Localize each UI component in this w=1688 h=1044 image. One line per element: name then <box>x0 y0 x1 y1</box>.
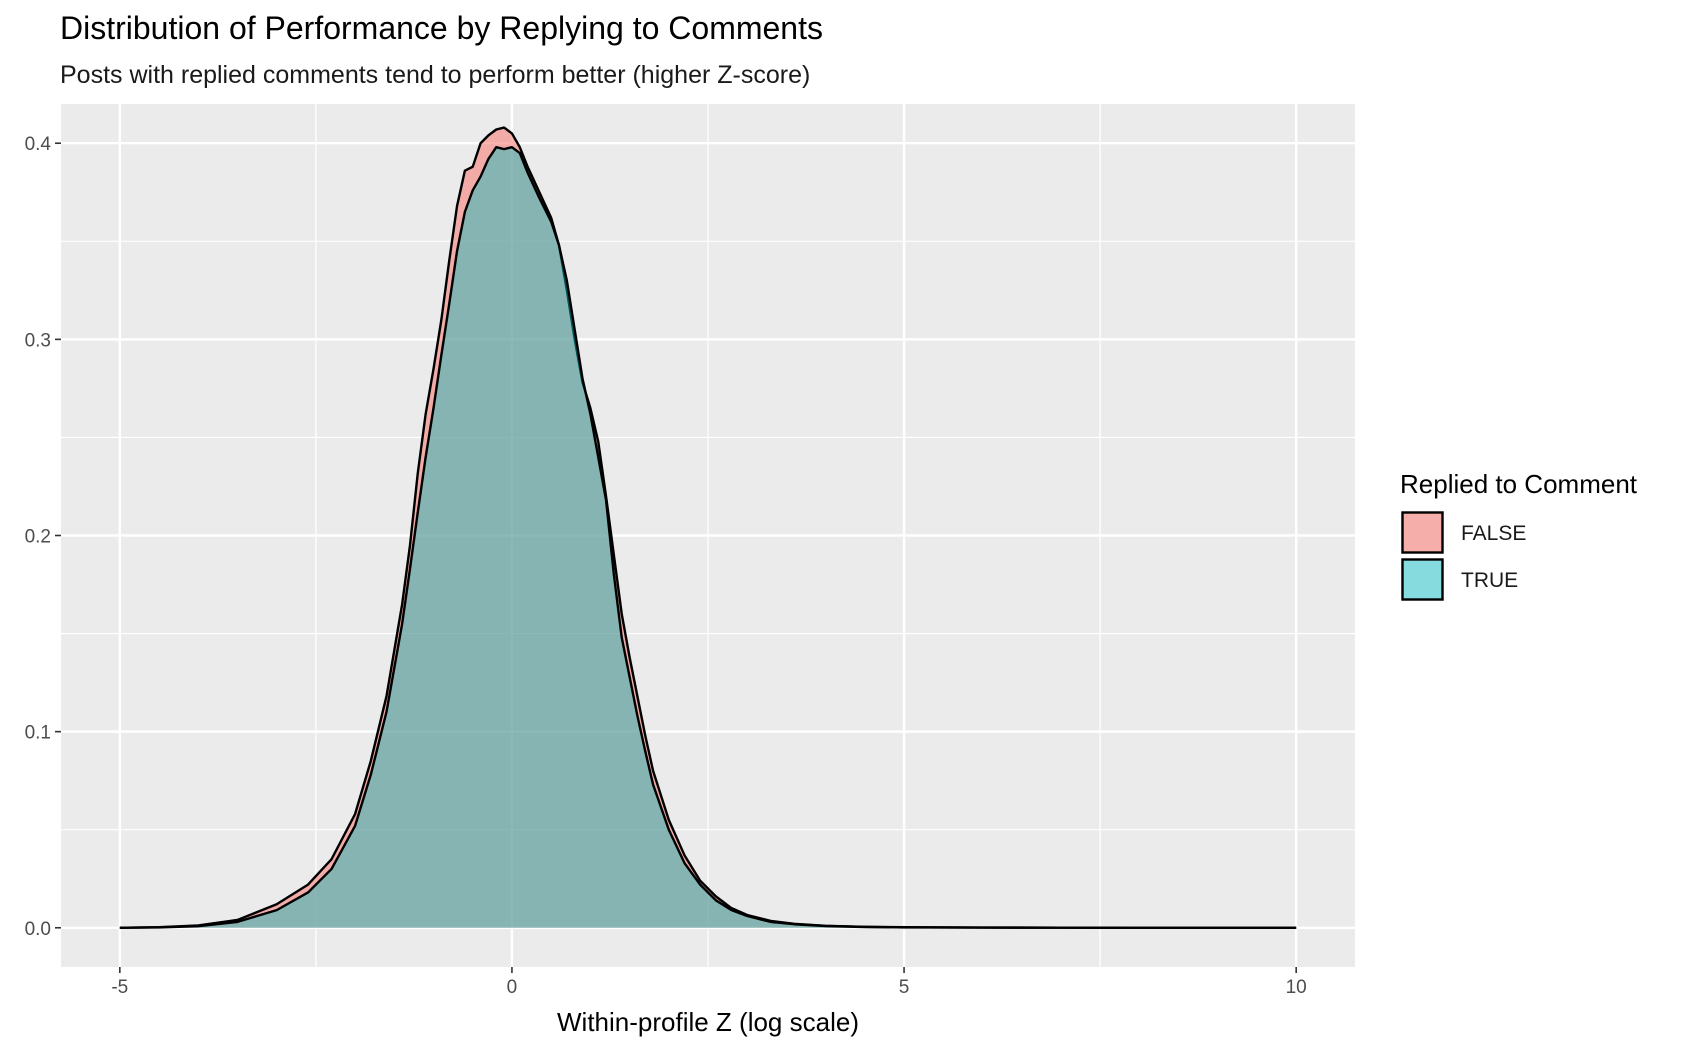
density-line-true <box>119 145 1297 929</box>
y-axis: 0.0 0.1 0.2 0.3 0.4 <box>25 134 61 940</box>
x-tick-label: 10 <box>1286 977 1307 998</box>
x-tick-label: -5 <box>111 977 128 998</box>
legend-swatch-false <box>1401 511 1444 554</box>
y-tick-label: 0.3 <box>25 330 51 351</box>
series-layer <box>119 126 1297 929</box>
legend-key-bg <box>1401 558 1444 601</box>
x-tick-label: 5 <box>899 977 910 998</box>
chart-title: Distribution of Performance by Replying … <box>60 10 823 46</box>
legend-items: FALSE TRUE <box>1401 511 1526 601</box>
chart-subtitle: Posts with replied comments tend to perf… <box>60 61 810 89</box>
density-area-false <box>119 127 1297 928</box>
x-axis-title: Within-profile Z (log scale) <box>557 1007 859 1037</box>
legend-label-false: FALSE <box>1461 522 1526 545</box>
legend-title: Replied to Comment <box>1400 469 1638 499</box>
x-tick-label: 0 <box>507 977 518 998</box>
density-area-true <box>119 147 1297 928</box>
legend-label-true: TRUE <box>1461 569 1518 592</box>
y-tick-label: 0.0 <box>25 919 51 940</box>
y-tick-label: 0.2 <box>25 527 51 548</box>
y-tick-label: 0.1 <box>25 723 51 744</box>
y-tick-label: 0.4 <box>25 134 52 155</box>
legend: Replied to Comment FALSE TRUE <box>1400 469 1638 601</box>
legend-swatch-true <box>1401 558 1444 601</box>
x-axis: -5 0 5 10 <box>111 967 1307 998</box>
